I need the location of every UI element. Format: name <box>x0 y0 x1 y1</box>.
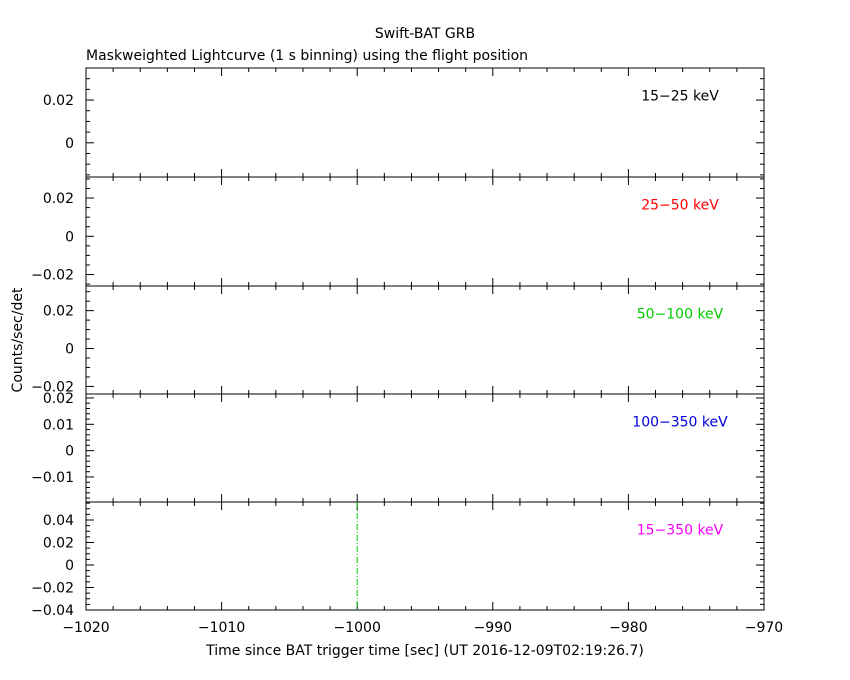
y-tick-label: −0.02 <box>31 268 74 284</box>
panel-2: −0.02 0 0.02 25−50 keV <box>31 176 765 287</box>
y-tick-label: 0.02 <box>43 191 74 207</box>
band-label: 15−350 keV <box>637 522 724 538</box>
x-tick-label: −980 <box>609 620 647 636</box>
chart-title: Swift-BAT GRB <box>375 26 475 42</box>
y-tick-label: −0.01 <box>31 470 74 486</box>
band-label: 50−100 keV <box>637 306 724 322</box>
x-tick-label: −970 <box>745 620 783 636</box>
y-tick-label: 0.04 <box>43 513 74 529</box>
x-tick-label: −1000 <box>334 620 381 636</box>
x-tick-label: −990 <box>474 620 512 636</box>
panel-5: −0.04 −0.02 0 0.02 0.04 15−350 keV <box>31 501 765 619</box>
y-tick-label: 0 <box>65 444 74 460</box>
y-tick-label: 0 <box>65 229 74 245</box>
y-tick-label: 0 <box>65 558 74 574</box>
x-tick-label: −1010 <box>198 620 245 636</box>
panel-frame <box>85 393 765 503</box>
panel-frame <box>85 176 765 287</box>
x-tick-label: −1020 <box>62 620 109 636</box>
band-label: 100−350 keV <box>632 414 728 430</box>
panel-frame <box>85 285 765 395</box>
panel-4: −0.01 0 0.01 0.02 100−350 keV <box>31 391 765 503</box>
y-tick-label: 0.02 <box>43 304 74 320</box>
x-axis-label: Time since BAT trigger time [sec] (UT 20… <box>205 643 644 659</box>
y-tick-label: 0.02 <box>43 93 74 109</box>
panel-frame <box>85 501 765 611</box>
y-tick-label: 0.02 <box>43 391 74 407</box>
band-label: 15−25 keV <box>641 89 719 105</box>
panel-frame <box>85 67 765 178</box>
y-tick-label: −0.04 <box>31 603 74 619</box>
y-tick-label: −0.02 <box>31 581 74 597</box>
y-tick-label: 0.01 <box>43 417 74 433</box>
band-label: 25−50 keV <box>641 198 719 214</box>
y-tick-label: 0 <box>65 342 74 358</box>
y-tick-label: −0.02 <box>31 379 74 395</box>
y-tick-label: 0 <box>65 136 74 152</box>
y-axis-label: Counts/sec/det <box>10 287 26 392</box>
panel-1: 0 0.02 15−25 keV <box>43 67 765 178</box>
y-tick-label: 0.02 <box>43 536 74 552</box>
chart-subtitle: Maskweighted Lightcurve (1 s binning) us… <box>86 48 528 64</box>
panel-3: −0.02 0 0.02 50−100 keV <box>31 285 765 395</box>
